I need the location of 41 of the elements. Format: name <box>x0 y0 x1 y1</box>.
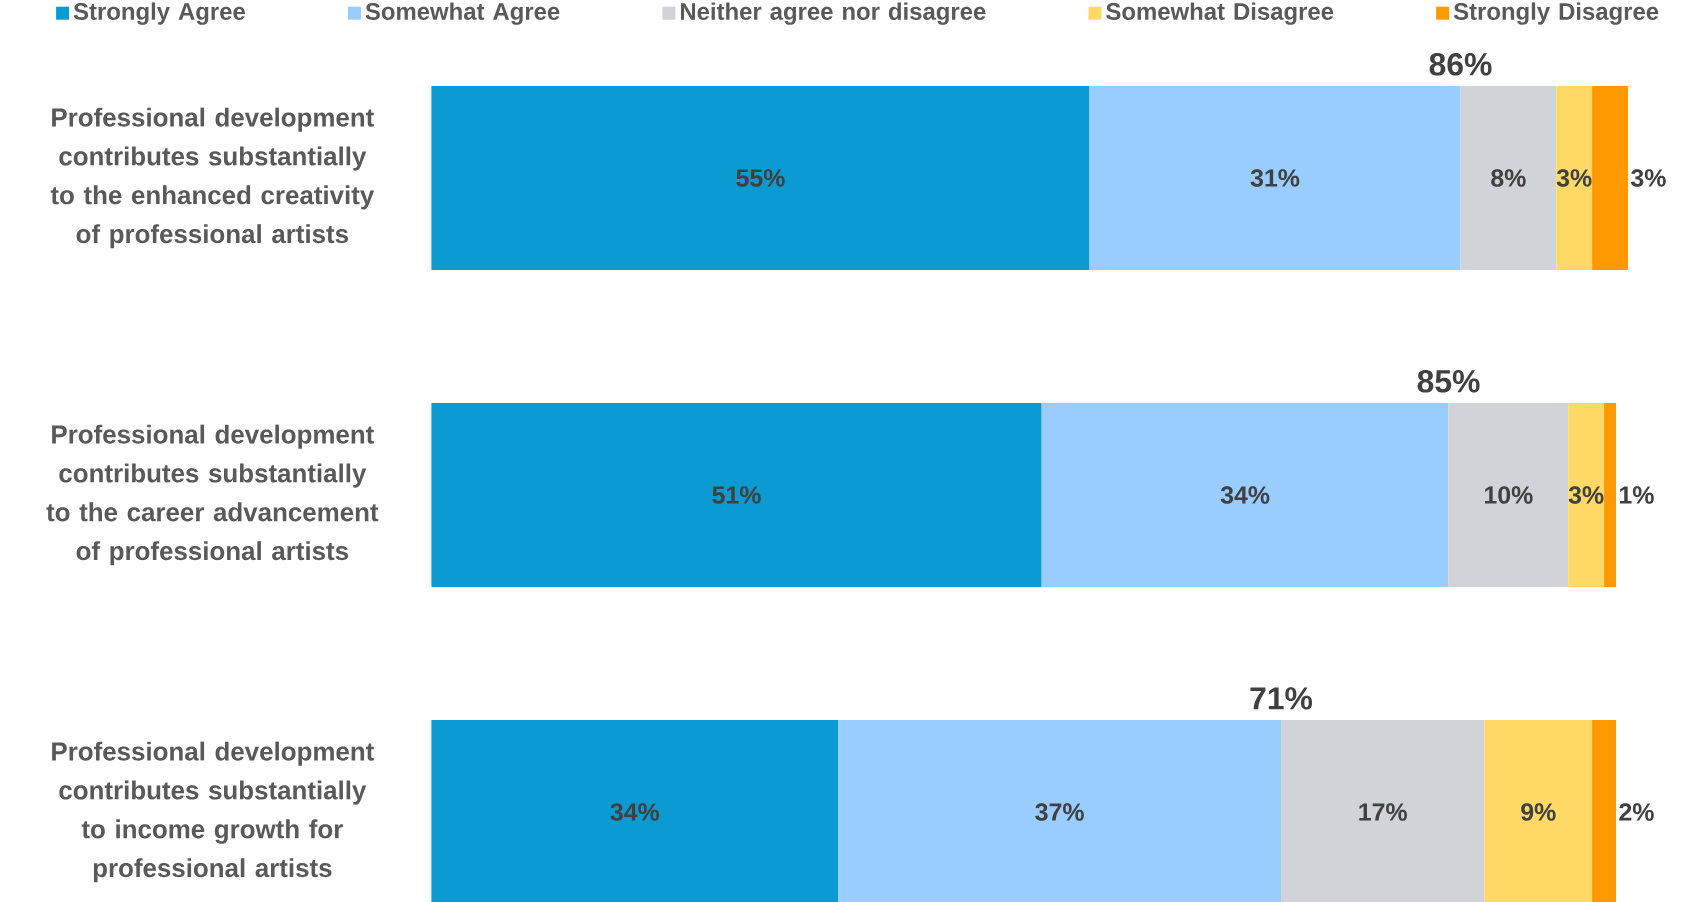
legend-label: Neither agree nor disagree <box>680 2 986 25</box>
bar <box>838 720 1281 902</box>
bar <box>1604 403 1617 587</box>
annotation: 85% <box>1417 370 1480 393</box>
data-label: 17% <box>1359 803 1407 821</box>
data-label: 31% <box>1250 169 1300 187</box>
annotation: 86% <box>1429 53 1492 76</box>
bar <box>1592 720 1617 902</box>
y-tick-label: Professional development contributes substantially to the enhanced creativity of professional artists <box>50 107 375 249</box>
data-label: 10% <box>1484 486 1533 504</box>
bar <box>1568 403 1605 587</box>
bar <box>1484 720 1593 902</box>
data-label: 51% <box>712 486 761 504</box>
bar <box>431 86 1090 270</box>
data-label: 8% <box>1491 169 1526 187</box>
bar <box>431 720 839 902</box>
legend-label: Strongly Agree <box>73 2 245 25</box>
annotation: 71% <box>1250 687 1313 710</box>
data-label: 9% <box>1521 803 1556 821</box>
data-label: 3% <box>1556 169 1592 187</box>
bar <box>1448 403 1569 587</box>
legend-label: Strongly Disagree <box>1453 2 1659 25</box>
legend-label: Somewhat Agree <box>365 2 560 25</box>
data-label: 34% <box>610 803 660 821</box>
data-label: 55% <box>736 169 785 187</box>
y-tick-label: Professional development contributes substantially to income growth for professional artists <box>52 741 374 883</box>
bar <box>1556 86 1593 270</box>
data-label: 34% <box>1220 486 1270 504</box>
bar <box>1460 86 1557 270</box>
legend-label: Somewhat Disagree <box>1106 2 1334 25</box>
bar <box>431 403 1042 587</box>
bar <box>1041 403 1449 587</box>
y-tick-label: Professional development contributes substantially to the career advancement of professional artists <box>46 424 379 566</box>
data-label: 1% <box>1620 486 1654 504</box>
data-label: 3% <box>1630 169 1666 187</box>
bar <box>1592 86 1629 270</box>
data-label: 37% <box>1035 803 1084 821</box>
data-label: 2% <box>1619 803 1654 821</box>
bar <box>1089 86 1461 270</box>
data-label: 3% <box>1568 486 1604 504</box>
bar <box>1281 720 1485 902</box>
